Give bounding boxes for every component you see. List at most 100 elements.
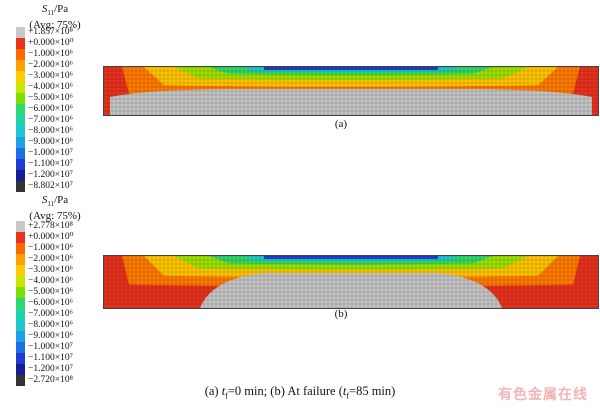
legend-row: −1.000×10⁶ (16, 243, 111, 254)
legend-swatch (16, 265, 25, 276)
legend-swatch (16, 170, 25, 181)
legend-row: −1.100×10⁷ (16, 353, 111, 364)
legend-row: −9.000×10⁶ (16, 331, 111, 342)
legend-swatch (16, 276, 25, 287)
legend-label: −1.200×10⁷ (28, 364, 73, 374)
contour-panel-a: S11/Pa (Avg: 75%) +1.857×10⁸ +0.000×10⁰ −1… (0, 0, 600, 200)
legend-row: +1.857×10⁸ (16, 27, 111, 38)
legend-row: −2.720×10⁸ (16, 375, 111, 386)
legend-swatch (16, 137, 25, 148)
legend-label: −7.000×10⁶ (28, 309, 73, 319)
legend-label: −8.802×10⁷ (28, 181, 73, 191)
legend-swatch (16, 364, 25, 375)
legend-swatch (16, 331, 25, 342)
legend-swatch (16, 309, 25, 320)
legend-row: −4.000×10⁶ (16, 276, 111, 287)
subfig-label-a: (a) (334, 118, 348, 130)
beam-contour-b (103, 255, 599, 309)
legend-row: −6.000×10⁶ (16, 104, 111, 115)
legend-swatch (16, 181, 25, 192)
legend-label: −4.000×10⁶ (28, 276, 73, 286)
legend-label: −8.000×10⁶ (28, 126, 73, 136)
legend-row: +2.778×10⁸ (16, 221, 111, 232)
watermark-logo: 有色金属在线 (498, 387, 588, 403)
legend-row: −8.000×10⁶ (16, 320, 111, 331)
legend-swatch (16, 320, 25, 331)
legend-label: −1.200×10⁷ (28, 170, 73, 180)
legend-row: −3.000×10⁶ (16, 265, 111, 276)
legend-swatch (16, 27, 25, 38)
legend-b: +2.778×10⁸ +0.000×10⁰ −1.000×10⁶ −2.000×10⁶… (16, 221, 111, 386)
legend-row: −7.000×10⁶ (16, 115, 111, 126)
legend-swatch (16, 49, 25, 60)
legend-label: −1.100×10⁷ (28, 159, 73, 169)
legend-row: −4.000×10⁶ (16, 82, 111, 93)
legend-label: −1.000×10⁷ (28, 342, 73, 352)
legend-label: −4.000×10⁶ (28, 82, 73, 92)
legend-label: −1.000×10⁶ (28, 49, 73, 59)
legend-label: −7.000×10⁶ (28, 115, 73, 125)
legend-row: −1.100×10⁷ (16, 159, 111, 170)
legend-swatch (16, 60, 25, 71)
legend-swatch (16, 93, 25, 104)
legend-swatch (16, 342, 25, 353)
figure-caption: (a) tf=0 min; (b) At failure (tf=85 min) (204, 384, 396, 401)
legend-label: −1.000×10⁷ (28, 148, 73, 158)
legend-swatch (16, 232, 25, 243)
legend-swatch (16, 221, 25, 232)
legend-a: +1.857×10⁸ +0.000×10⁰ −1.000×10⁶ −2.000×10⁶… (16, 27, 111, 192)
legend-label: −2.000×10⁶ (28, 60, 73, 70)
legend-row: −5.000×10⁶ (16, 93, 111, 104)
legend-label: −6.000×10⁶ (28, 104, 73, 114)
legend-row: −2.000×10⁶ (16, 60, 111, 71)
beam-contour-image-a (104, 67, 598, 115)
legend-row: −2.000×10⁶ (16, 254, 111, 265)
beam-contour-image-b (104, 256, 598, 308)
legend-swatch (16, 115, 25, 126)
legend-row: −9.000×10⁶ (16, 137, 111, 148)
legend-label: −2.720×10⁸ (28, 375, 73, 385)
legend-swatch (16, 71, 25, 82)
legend-swatch (16, 353, 25, 364)
legend-swatch (16, 148, 25, 159)
legend-label: −1.100×10⁷ (28, 353, 73, 363)
legend-label: −5.000×10⁶ (28, 93, 73, 103)
legend-label: +0.000×10⁰ (28, 232, 74, 242)
legend-label: −1.000×10⁶ (28, 243, 73, 253)
legend-label: +0.000×10⁰ (28, 38, 74, 48)
legend-label: −3.000×10⁶ (28, 71, 73, 81)
legend-swatch (16, 243, 25, 254)
legend-label: −5.000×10⁶ (28, 287, 73, 297)
legend-row: +0.000×10⁰ (16, 232, 111, 243)
legend-label: −9.000×10⁶ (28, 331, 73, 341)
legend-label: −9.000×10⁶ (28, 137, 73, 147)
legend-row: −1.000×10⁷ (16, 342, 111, 353)
legend-label: −2.000×10⁶ (28, 254, 73, 264)
legend-swatch (16, 375, 25, 386)
legend-swatch (16, 104, 25, 115)
legend-row: −1.200×10⁷ (16, 364, 111, 375)
legend-row: −6.000×10⁶ (16, 298, 111, 309)
legend-title-a: S11/Pa (Avg: 75%) (29, 3, 81, 32)
subfig-label-b: (b) (334, 308, 348, 320)
legend-row: −8.802×10⁷ (16, 181, 111, 192)
legend-swatch (16, 287, 25, 298)
legend-swatch (16, 159, 25, 170)
legend-swatch (16, 298, 25, 309)
legend-row: −3.000×10⁶ (16, 71, 111, 82)
legend-row: −1.000×10⁶ (16, 49, 111, 60)
legend-row: −1.000×10⁷ (16, 148, 111, 159)
legend-swatch (16, 38, 25, 49)
legend-row: −8.000×10⁶ (16, 126, 111, 137)
legend-swatch (16, 82, 25, 93)
contour-panel-b: S11/Pa (Avg: 75%) +2.778×10⁸ +0.000×10⁰ −1… (0, 194, 600, 390)
legend-row: +0.000×10⁰ (16, 38, 111, 49)
beam-contour-a (103, 66, 599, 116)
legend-label: +1.857×10⁸ (28, 27, 73, 37)
legend-label: −6.000×10⁶ (28, 298, 73, 308)
legend-title-b: S11/Pa (Avg: 75%) (29, 194, 81, 223)
legend-row: −5.000×10⁶ (16, 287, 111, 298)
legend-label: +2.778×10⁸ (28, 221, 73, 231)
legend-row: −1.200×10⁷ (16, 170, 111, 181)
legend-swatch (16, 254, 25, 265)
